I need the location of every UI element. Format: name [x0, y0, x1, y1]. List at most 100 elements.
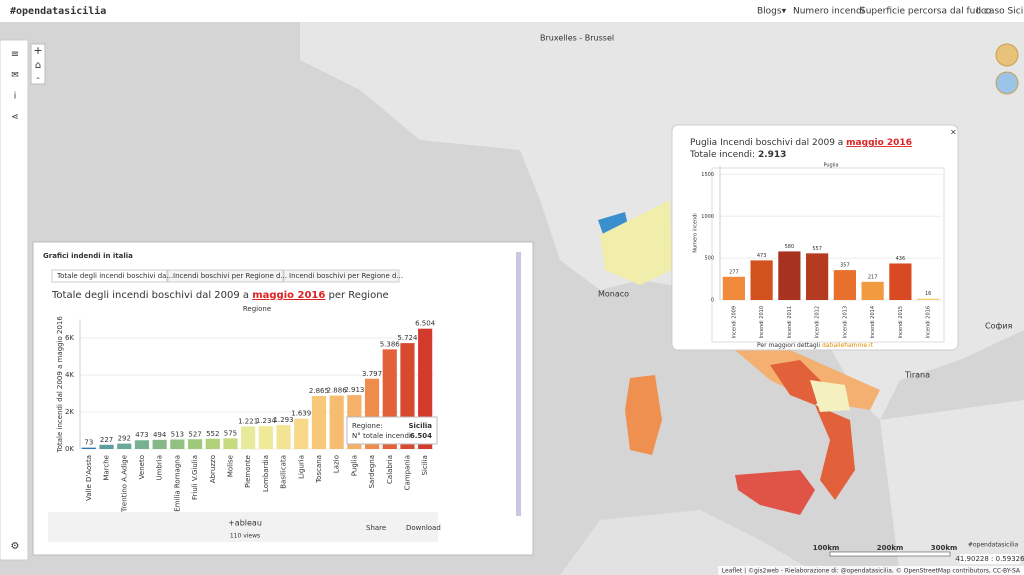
bar: [750, 260, 773, 300]
nav-link[interactable]: Blogs▾: [757, 7, 787, 17]
scrollbar[interactable]: [516, 252, 521, 516]
tableau-footer: [48, 512, 438, 542]
share-icon[interactable]: ⋖: [11, 113, 19, 123]
tableau-brand: +ableau: [228, 519, 262, 528]
share[interactable]: Share: [366, 524, 386, 532]
tab-label[interactable]: Incendi boschivi per Regione d...: [173, 272, 287, 280]
bar: [806, 253, 829, 300]
x-tick-label: Incendi 2016: [926, 306, 932, 339]
bar: [294, 418, 309, 449]
y-tick-label: 0: [711, 298, 714, 304]
bar: [99, 444, 114, 449]
y-tick-label: 0K: [65, 445, 74, 453]
bar: [170, 439, 185, 449]
bar: [205, 438, 220, 449]
x-tick-label: Piemonte: [244, 455, 252, 488]
chart-title: Totale degli incendi boschivi dal 2009 a…: [51, 290, 389, 301]
coords-box: [960, 554, 1020, 564]
title-link[interactable]: maggio 2016: [846, 138, 912, 148]
bar: [81, 447, 96, 449]
y-tick-label: 500: [704, 256, 714, 262]
value-label: 436: [896, 256, 906, 262]
zoom-out[interactable]: -: [36, 73, 40, 84]
region: [625, 375, 662, 455]
bar: [134, 440, 150, 449]
value-label: 73: [84, 439, 93, 447]
brand[interactable]: #opendatasicilia: [10, 5, 106, 17]
popup-title: Puglia Incendi boschivi dal 2009 a maggi…: [690, 138, 912, 148]
x-tick-label: Puglia: [350, 455, 358, 476]
footer-link[interactable]: datiallefiamme.it: [822, 342, 874, 349]
nav-link[interactable]: Il caso Sicilia: [976, 7, 1024, 17]
tab[interactable]: [51, 269, 168, 283]
value-label: 2.865: [309, 387, 329, 395]
value-label: 1.234: [256, 417, 277, 425]
x-tick-label: Incendi 2009: [731, 306, 737, 339]
y-axis-label: Numero incendi: [693, 213, 699, 253]
locate-button[interactable]: [995, 71, 1019, 95]
home[interactable]: ⌂: [35, 60, 41, 71]
value-label: 277: [729, 269, 739, 275]
value-label: 552: [206, 430, 219, 438]
download[interactable]: Download: [406, 524, 441, 532]
scale-label: 100km: [813, 544, 840, 552]
tooltip-value: 6.504: [410, 432, 432, 440]
y-tick-label: 1500: [701, 172, 714, 178]
y-tick-label: 6K: [65, 334, 74, 342]
coords: 41.90228 : 0.59326: [955, 555, 1024, 563]
bar: [258, 426, 273, 449]
value-label: 473: [757, 253, 767, 259]
chart-subtitle: Regione: [243, 305, 271, 313]
value-label: 357: [840, 263, 850, 269]
region: [810, 380, 850, 412]
title-part: Puglia Incendi boschivi dal 2009 a: [690, 138, 846, 148]
bar: [722, 276, 745, 300]
value-label: 6.504: [415, 320, 436, 328]
x-tick-label: Calabria: [386, 455, 394, 484]
menu-icon[interactable]: ≡: [11, 49, 19, 60]
zoom-control[interactable]: [30, 43, 46, 85]
zoom-in[interactable]: +: [33, 44, 42, 57]
value-label: 473: [135, 431, 148, 439]
value-label: 580: [785, 244, 795, 250]
layers-button[interactable]: [995, 43, 1019, 67]
mail-icon[interactable]: ✉: [11, 71, 19, 81]
value-label: 2.886: [327, 387, 348, 395]
x-tick-label: Campania: [403, 455, 411, 490]
tab[interactable]: [283, 269, 400, 283]
x-tick-label: Basilicata: [280, 455, 288, 489]
bar: [917, 298, 940, 300]
land: [880, 400, 1024, 575]
tab-label[interactable]: Totale degli incendi boschivi da...: [56, 272, 173, 280]
map-label: Bruxelles - Brussel: [540, 34, 614, 43]
bar: [861, 281, 884, 300]
bar: [276, 425, 291, 449]
title-link[interactable]: maggio 2016: [252, 290, 325, 301]
settings-icon[interactable]: ⚙: [11, 541, 20, 552]
value-label: 557: [812, 246, 822, 252]
x-tick-label: Umbria: [156, 455, 164, 481]
nav-link[interactable]: Superficie percorsa dal fuoco: [860, 7, 992, 17]
popup-close[interactable]: ×: [950, 128, 957, 137]
x-tick-label: Marche: [103, 455, 111, 481]
x-tick-label: Incendi 2011: [787, 306, 793, 339]
x-tick-label: Veneto: [138, 455, 146, 479]
x-tick-label: Incendi 2013: [842, 306, 848, 339]
info-icon[interactable]: i: [14, 92, 17, 102]
bar: [117, 443, 132, 449]
bar: [778, 251, 801, 300]
sidebar: [0, 39, 29, 561]
y-tick-label: 4K: [65, 371, 74, 379]
x-tick-label: Friuli V.Giulia: [191, 455, 199, 500]
tab[interactable]: [167, 269, 284, 283]
value-label: 16: [925, 291, 931, 297]
nav-link[interactable]: Numero incendi: [793, 7, 864, 17]
x-tick-label: Sardegna: [368, 455, 376, 488]
tooltip-label: Regione:: [352, 422, 383, 430]
x-tick-label: Incendi 2012: [815, 306, 821, 339]
value-label: 227: [100, 436, 113, 444]
x-tick-label: Valle D'Aosta: [85, 455, 93, 501]
bar: [889, 263, 912, 300]
tab-label[interactable]: Incendi boschivi per Regione d...: [289, 272, 403, 280]
attribution: Leaflet | ©gis2web - Rielaborazione di: …: [722, 568, 1021, 575]
